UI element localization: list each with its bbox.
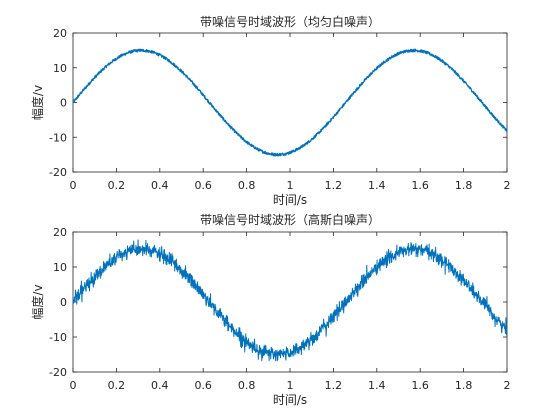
x-tick-label: 1.6 (411, 379, 429, 392)
x-tick-label: 1.4 (368, 379, 386, 392)
axis-ticks (72, 32, 508, 173)
y-tick-label: 0 (60, 296, 67, 309)
x-tick-label: 1 (287, 179, 294, 192)
y-axis-label: 幅度/v (30, 284, 45, 319)
x-tick-label: 0.2 (108, 179, 126, 192)
x-tick-label: 0.4 (151, 379, 169, 392)
x-tick-label: 0 (70, 379, 77, 392)
x-tick-label: 1 (287, 379, 294, 392)
y-tick-label: -10 (49, 131, 67, 144)
subplot-uniform-noise: 带噪信号时域波形（均匀白噪声） 0 0.2 0.4 0.6 0.8 1 1.2 … (30, 14, 511, 207)
x-tick-label: 0 (70, 179, 77, 192)
subplot-gaussian-noise: 带噪信号时域波形（高斯白噪声） 0 0.2 0.4 0.6 0.8 1 1.2 … (30, 212, 511, 407)
x-tick-label: 1.8 (455, 379, 473, 392)
plot-title: 带噪信号时域波形（高斯白噪声） (200, 212, 380, 227)
series-line (72, 239, 508, 362)
x-tick-label: 2 (504, 379, 511, 392)
y-tick-label: -20 (49, 366, 67, 379)
x-tick-label: 0.2 (108, 379, 126, 392)
x-tick-label: 0.8 (238, 179, 256, 192)
axis-ticks (72, 231, 508, 373)
series-line (72, 48, 508, 157)
y-tick-label: 20 (53, 226, 67, 239)
x-axis-label: 时间/s (273, 193, 307, 207)
x-tick-label: 0.4 (151, 179, 169, 192)
x-tick-label: 2 (504, 179, 511, 192)
x-tick-label: 1.2 (325, 379, 343, 392)
x-tick-label: 1.2 (325, 179, 343, 192)
y-tick-label: 10 (53, 62, 67, 75)
y-tick-label: 20 (53, 27, 67, 40)
x-tick-label: 1.6 (411, 179, 429, 192)
y-tick-label: 0 (60, 97, 67, 110)
y-tick-label: 10 (53, 261, 67, 274)
y-axis-label: 幅度/v (30, 85, 45, 120)
x-tick-label: 1.8 (455, 179, 473, 192)
x-tick-label: 1.4 (368, 179, 386, 192)
x-tick-label: 0.8 (238, 379, 256, 392)
y-tick-label: -10 (49, 331, 67, 344)
x-tick-label: 0.6 (194, 379, 212, 392)
x-tick-label: 0.6 (194, 179, 212, 192)
x-axis-label: 时间/s (273, 393, 307, 407)
plot-title: 带噪信号时域波形（均匀白噪声） (200, 14, 380, 29)
y-tick-label: -20 (49, 166, 67, 179)
